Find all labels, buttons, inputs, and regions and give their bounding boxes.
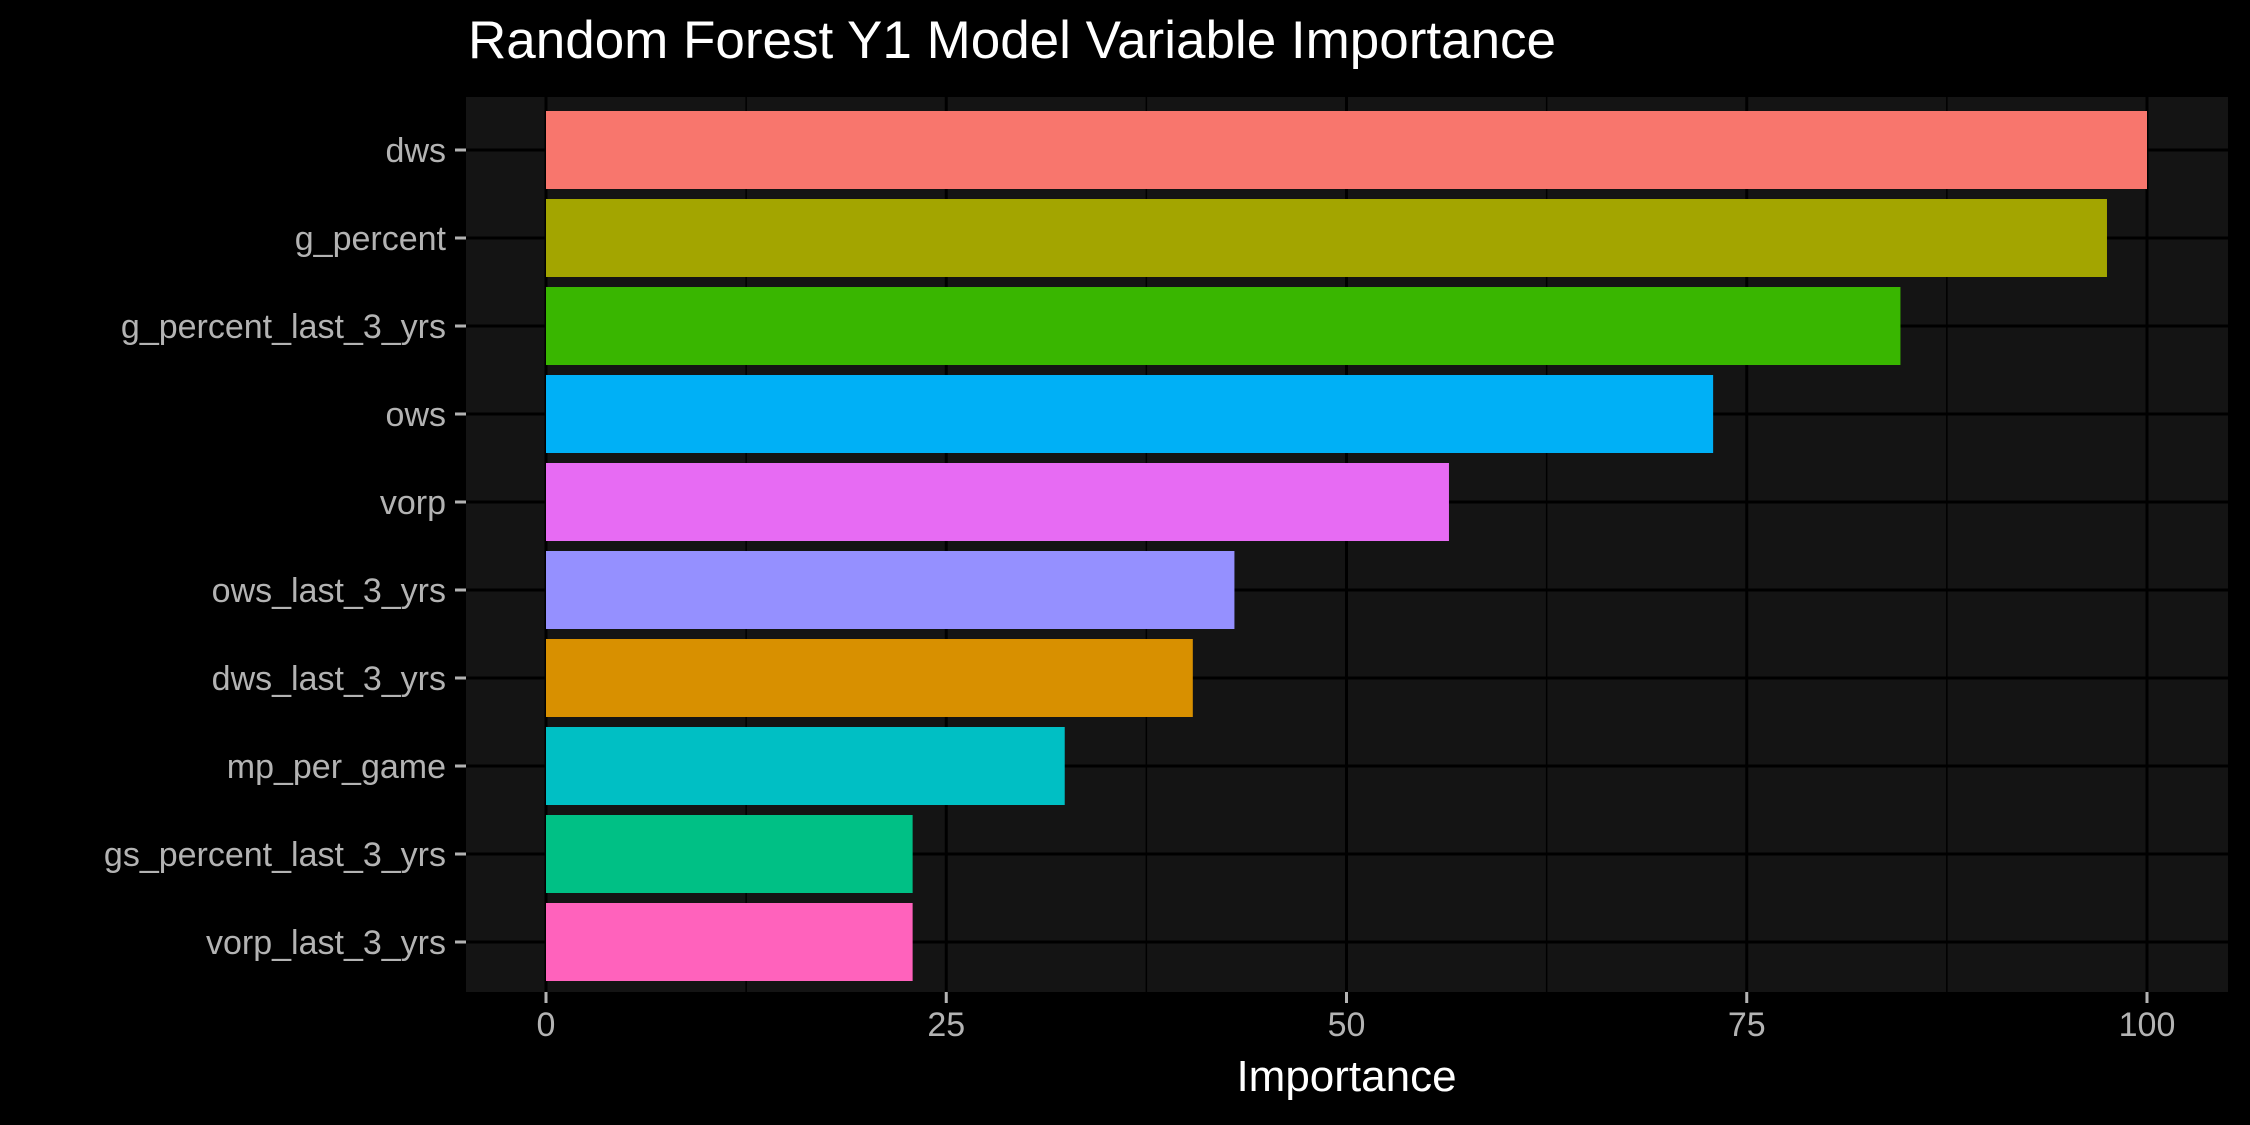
bar-dws [546,111,2147,189]
x-axis-label: Importance [1236,1052,1456,1101]
bars [546,111,2147,981]
bar-vorp [546,463,1449,541]
x-tick-label: 50 [1328,1006,1366,1044]
bar-g-percent [546,199,2107,277]
bar-mp-per-game [546,727,1065,805]
x-tick-label: 25 [927,1006,965,1044]
bar-gs-percent-last-3-yrs [546,815,913,893]
bar-ows [546,375,1714,453]
y-tick-label: vorp [380,484,446,522]
y-tick-label: mp_per_game [227,748,446,786]
y-tick-label: gs_percent_last_3_yrs [104,836,446,874]
y-tick-label: ows_last_3_yrs [212,572,446,610]
x-tick-label: 0 [537,1006,556,1044]
x-tick-label: 100 [2119,1006,2176,1044]
bar-dws-last-3-yrs [546,639,1193,717]
x-tick-label: 75 [1728,1006,1766,1044]
bar-ows-last-3-yrs [546,551,1235,629]
y-tick-label: dws [386,132,446,170]
y-tick-label: g_percent_last_3_yrs [121,308,446,346]
y-tick-label: dws_last_3_yrs [212,660,446,698]
x-axis: 0 25 50 75 100 [537,992,2176,1044]
y-tick-label: g_percent [295,220,447,258]
y-tick-label: vorp_last_3_yrs [206,924,446,962]
chart-title: Random Forest Y1 Model Variable Importan… [468,11,1556,70]
bar-g-percent-last-3-yrs [546,287,1901,365]
y-tick-label: ows [386,396,446,434]
bar-vorp-last-3-yrs [546,903,913,981]
